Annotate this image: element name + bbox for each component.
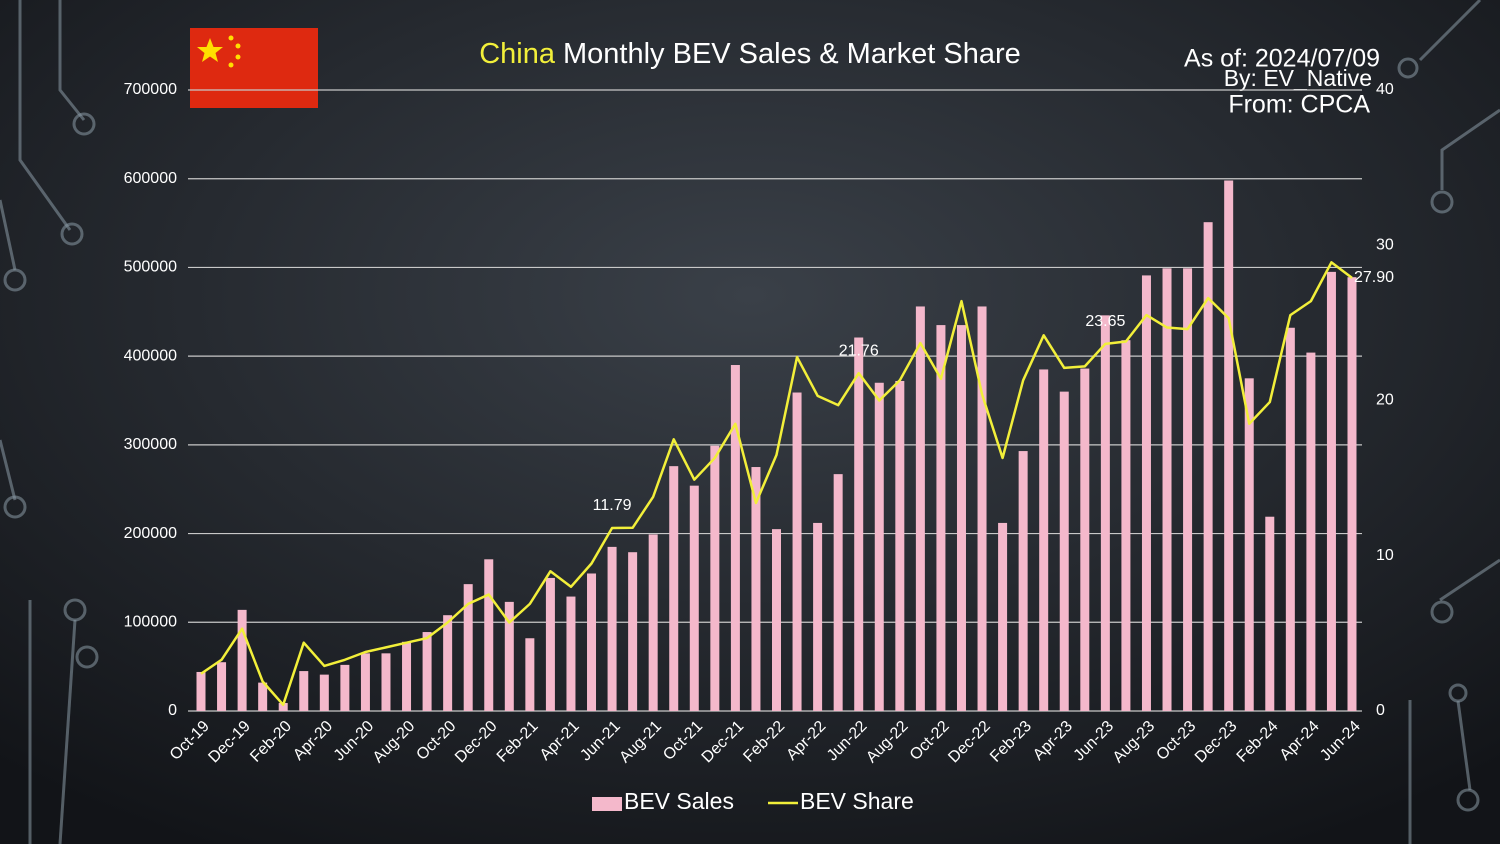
bar: [648, 534, 658, 711]
legend-label: BEV Share: [800, 788, 914, 814]
data-label: 27.90: [1354, 269, 1394, 286]
bar: [710, 445, 720, 711]
bar: [792, 392, 802, 711]
bar: [278, 703, 288, 711]
bar: [566, 596, 576, 711]
bar: [1244, 378, 1254, 711]
data-label: 11.79: [593, 497, 632, 514]
flag: [190, 28, 318, 108]
bar: [1100, 315, 1110, 711]
bar: [772, 529, 781, 711]
y2-tick-label: 0: [1376, 702, 1385, 719]
annotation: By: EV_Native: [1224, 65, 1372, 91]
y-tick-label: 500000: [124, 259, 177, 276]
bar: [196, 671, 206, 711]
bar: [607, 546, 617, 711]
y2-tick-label: 20: [1376, 392, 1394, 409]
bar: [402, 641, 412, 711]
bar: [1018, 451, 1028, 711]
bar: [360, 653, 370, 711]
bar: [1183, 268, 1193, 711]
y-tick-label: 200000: [124, 525, 177, 542]
y-tick-label: 0: [168, 702, 177, 719]
title-highlight: China: [479, 38, 556, 70]
bar: [833, 474, 843, 711]
bar: [1121, 340, 1131, 711]
bar: [854, 337, 864, 711]
bar: [545, 577, 555, 711]
bar: [751, 467, 761, 711]
bar: [813, 522, 823, 711]
bar: [874, 382, 884, 711]
y2-tick-label: 10: [1376, 547, 1394, 564]
bar: [443, 615, 453, 711]
bar: [1162, 268, 1172, 711]
bar: [895, 380, 905, 711]
bar: [998, 522, 1008, 711]
bar: [1059, 391, 1069, 711]
bar: [1039, 369, 1049, 711]
bar: [915, 306, 925, 711]
bar: [669, 466, 679, 711]
annotation: From: CPCA: [1228, 91, 1370, 119]
bar: [1080, 368, 1090, 711]
bar: [484, 559, 494, 711]
bar: [587, 573, 597, 711]
y-tick-label: 100000: [124, 614, 177, 631]
bar: [258, 682, 268, 711]
bar: [956, 325, 966, 711]
bar: [689, 485, 699, 711]
chart-title: China Monthly BEV Sales & Market Share: [479, 38, 1021, 70]
bar: [504, 601, 514, 711]
bar: [1265, 516, 1275, 711]
bar: [1347, 277, 1357, 711]
bar: [525, 638, 535, 711]
y2-tick-label: 30: [1376, 236, 1394, 253]
bar: [422, 632, 432, 711]
bar: [936, 325, 946, 711]
bar: [237, 609, 247, 711]
y-tick-label: 600000: [124, 170, 177, 187]
bar: [1224, 180, 1234, 711]
title-main: Monthly BEV Sales & Market Share: [563, 38, 1021, 70]
bar: [1141, 275, 1151, 711]
y2-tick-label: 40: [1376, 81, 1394, 98]
bar: [977, 306, 987, 711]
annotation: As of: 2024/07/09: [1184, 45, 1380, 73]
bar: [730, 365, 740, 711]
bar: [1285, 327, 1295, 711]
bar: [628, 552, 638, 711]
bar: [1306, 352, 1316, 711]
bar: [319, 674, 329, 711]
line: [200, 261, 1353, 707]
legend-label: BEV Sales: [624, 788, 734, 814]
bar: [381, 653, 391, 711]
bar: [299, 671, 309, 711]
bar: [217, 662, 227, 711]
bar: [1203, 222, 1213, 712]
y-tick-label: 700000: [124, 81, 177, 98]
y-tick-label: 400000: [124, 347, 177, 364]
bar: [1326, 271, 1336, 711]
data-label: 21.76: [839, 342, 879, 359]
data-label: 23.65: [1085, 313, 1125, 330]
legend-swatch: [592, 797, 622, 811]
bar: [340, 664, 350, 711]
bar: [463, 584, 473, 711]
y-tick-label: 300000: [124, 436, 177, 453]
